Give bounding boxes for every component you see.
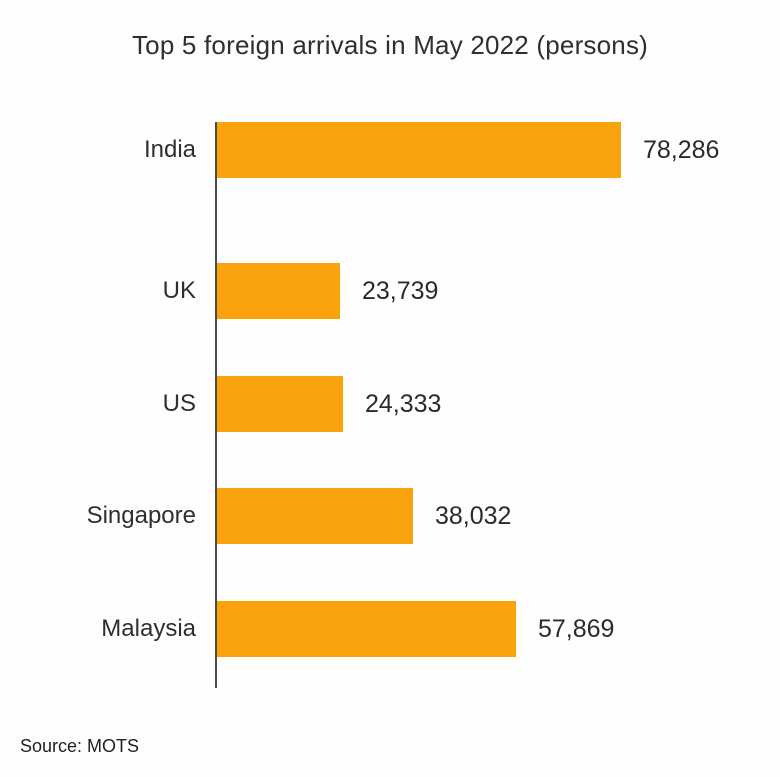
value-label: 24,333	[365, 389, 442, 418]
y-axis-line	[215, 122, 217, 688]
plot-area: UK 23,739 US 24,333 Singapore 38,032 Mal…	[0, 122, 780, 688]
bar-row-uk: UK 23,739	[0, 263, 780, 319]
bar-row-singapore: Singapore 38,032	[0, 488, 780, 544]
bar	[217, 601, 516, 657]
bar	[217, 488, 413, 544]
category-label: UK	[162, 277, 196, 304]
value-label: 78,286	[643, 135, 720, 164]
value-label: 38,032	[435, 501, 512, 530]
category-label: Malaysia	[101, 615, 196, 642]
value-label: 57,869	[538, 614, 615, 643]
category-label: US	[162, 390, 196, 417]
bar-row-malaysia: Malaysia 57,869	[0, 601, 780, 657]
bar	[217, 122, 621, 178]
category-label: India	[143, 136, 196, 163]
category-label: Singapore	[86, 502, 196, 529]
value-label: 23,739	[362, 276, 439, 305]
bar-row-us: US 24,333	[0, 376, 780, 432]
chart-title: Top 5 foreign arrivals in May 2022 (pers…	[131, 30, 649, 60]
source-note: Source: MOTS	[20, 736, 140, 756]
bar-row-india: India 78,286	[0, 122, 780, 178]
bar	[217, 376, 343, 432]
bar	[217, 263, 340, 319]
